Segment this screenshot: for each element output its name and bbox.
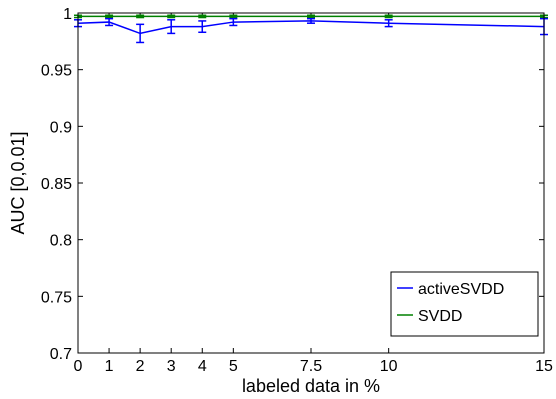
legend-box <box>390 271 539 337</box>
plot-frame <box>77 12 545 354</box>
y-tick-label: 0.9 <box>50 119 72 136</box>
x-tick-label: 15 <box>535 358 553 375</box>
tick-labels: 0 1 2 3 4 5 7.5 10 15 0.7 0.75 0.8 0.85 0.9 0.95 1 <box>41 6 553 375</box>
legend-label-activeSVDD: activeSVDD <box>418 281 504 298</box>
legend-label-SVDD: SVDD <box>418 308 462 325</box>
x-tick-label: 0 <box>74 358 83 375</box>
y-tick-label: 1 <box>63 6 72 23</box>
y-tick-label: 0.7 <box>50 346 72 363</box>
y-tick-label: 0.95 <box>41 63 72 80</box>
x-tick-label: 3 <box>167 358 176 375</box>
series-layer <box>74 14 548 44</box>
x-axis-label: labeled data in % <box>242 376 380 396</box>
x-tick-label: 7.5 <box>300 358 322 375</box>
legend: activeSVDD SVDD <box>390 271 539 337</box>
x-tick-label: 2 <box>136 358 145 375</box>
y-axis-label: AUC [0,0.01] <box>8 131 28 234</box>
x-tick-label: 5 <box>229 358 238 375</box>
x-tick-label: 4 <box>198 358 207 375</box>
y-tick-label: 0.85 <box>41 176 72 193</box>
y-tick-label: 0.75 <box>41 289 72 306</box>
x-tick-label: 1 <box>105 358 114 375</box>
y-tick-label: 0.8 <box>50 233 72 250</box>
x-tick-label: 10 <box>380 358 398 375</box>
